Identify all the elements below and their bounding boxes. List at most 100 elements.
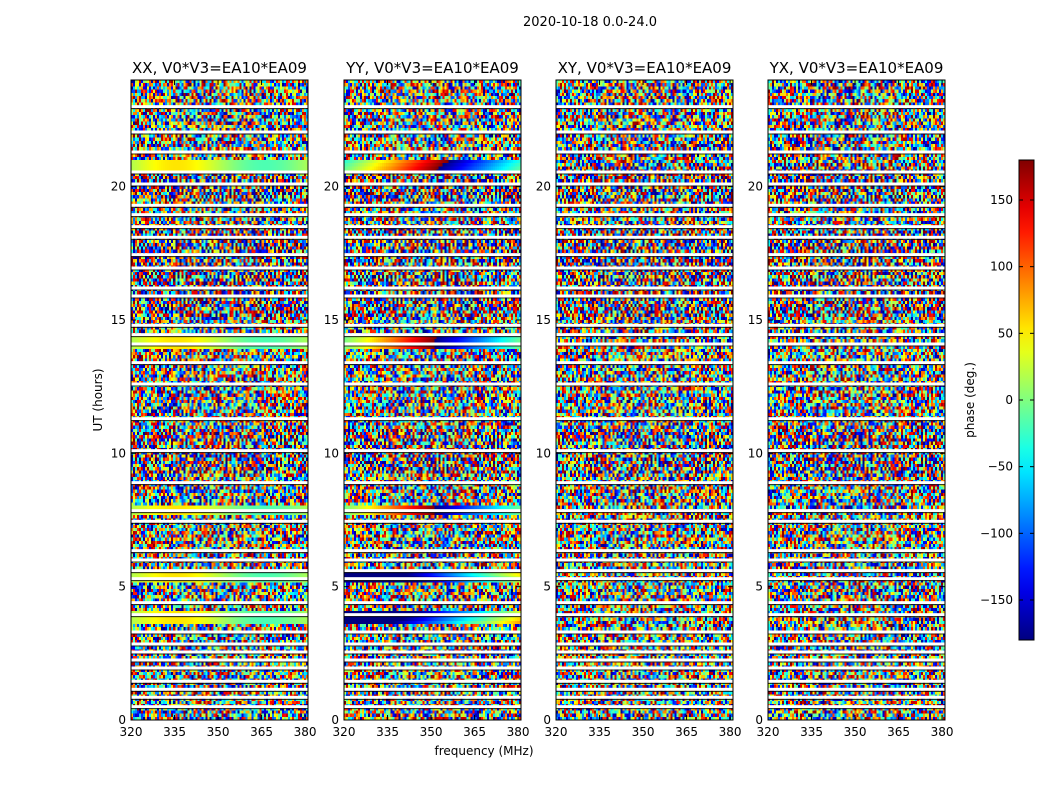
flagged-row (768, 449, 945, 453)
x-tick-label: 380 (931, 725, 954, 739)
colorbar-tick-label: −100 (980, 526, 1013, 540)
x-tick-label: 350 (632, 725, 655, 739)
x-tick-label: 380 (507, 725, 530, 739)
panel-1: XX, V0*V3=EA10*EA09 320 335 350 365 380 0 5 10 15… (111, 59, 317, 739)
flagged-row (344, 333, 521, 337)
x-tick-label: 320 (757, 725, 780, 739)
y-tick-label: 5 (118, 580, 126, 594)
flagged-row (344, 705, 521, 709)
x-axis-label: frequency (MHz) (434, 744, 533, 758)
flagged-row (344, 679, 521, 683)
flagged-row (556, 130, 733, 134)
y-tick-label: 10 (324, 446, 339, 460)
flagged-row (556, 650, 733, 654)
flagged-row (768, 679, 945, 683)
flagged-row (344, 170, 521, 174)
flagged-row (131, 519, 308, 523)
x-tick-label: 335 (588, 725, 611, 739)
flagged-row (768, 642, 945, 646)
y-tick-label: 10 (748, 446, 763, 460)
flagged-row (131, 382, 308, 386)
flagged-row (131, 481, 308, 485)
flagged-row (131, 333, 308, 337)
flagged-row (556, 266, 733, 270)
x-tick-label: 380 (294, 725, 317, 739)
y-tick-label: 0 (543, 713, 551, 727)
x-tick-label: 320 (120, 725, 143, 739)
flagged-row (768, 658, 945, 662)
flagged-row (768, 569, 945, 573)
flagged-row (556, 105, 733, 109)
flagged-row (556, 549, 733, 553)
flagged-row (344, 323, 521, 327)
y-tick-label: 20 (111, 180, 126, 194)
panel-2: YY, V0*V3=EA10*EA09 320 335 350 365 380 0 5 10 15… (324, 59, 530, 739)
y-tick-label: 15 (536, 313, 551, 327)
flagged-row (131, 235, 308, 239)
phase-heatmap (768, 80, 945, 720)
x-tick-label: 365 (250, 725, 273, 739)
flagged-row (131, 294, 308, 298)
flagged-row (556, 225, 733, 229)
flagged-row (344, 342, 521, 346)
flagged-row (131, 695, 308, 699)
flagged-row (768, 182, 945, 186)
y-tick-label: 10 (536, 446, 551, 460)
flagged-row (344, 519, 521, 523)
panel-title: YY, V0*V3=EA10*EA09 (345, 59, 519, 77)
phase-heatmap (556, 80, 733, 720)
y-tick-label: 20 (324, 180, 339, 194)
flagged-row (344, 666, 521, 670)
flagged-row (768, 130, 945, 134)
colorbar-tick-label: 100 (990, 260, 1013, 274)
y-tick-label: 15 (111, 313, 126, 327)
flagged-row (556, 679, 733, 683)
x-tick-label: 365 (675, 725, 698, 739)
x-tick-label: 350 (420, 725, 443, 739)
flagged-row (556, 658, 733, 662)
flagged-row (768, 695, 945, 699)
flagged-row (768, 253, 945, 257)
y-axis-label: UT (hours) (91, 368, 105, 431)
flagged-row (131, 569, 308, 573)
flagged-row (344, 642, 521, 646)
colorbar-tick-label: 0 (1005, 393, 1013, 407)
flagged-row (131, 225, 308, 229)
y-tick-label: 15 (324, 313, 339, 327)
flagged-row (131, 150, 308, 154)
flagged-row (556, 687, 733, 691)
flagged-row (556, 630, 733, 634)
flagged-row (768, 323, 945, 327)
flagged-row (556, 253, 733, 257)
flagged-row (556, 342, 733, 346)
phase-heatmap (131, 80, 308, 720)
flagged-row (556, 509, 733, 513)
flagged-row (344, 361, 521, 365)
flagged-row (556, 642, 733, 646)
flagged-row (131, 253, 308, 257)
flagged-row (768, 666, 945, 670)
flagged-row (556, 382, 733, 386)
flagged-row (131, 549, 308, 553)
flagged-row (768, 577, 945, 581)
flagged-row (768, 417, 945, 421)
flagged-row (768, 558, 945, 562)
flagged-row (556, 613, 733, 617)
panel-title: XY, V0*V3=EA10*EA09 (558, 59, 732, 77)
flagged-row (344, 658, 521, 662)
flagged-row (768, 105, 945, 109)
flagged-row (131, 213, 308, 217)
flagged-row (556, 481, 733, 485)
panel-frame (130, 79, 309, 721)
flagged-row (131, 601, 308, 605)
flagged-row (131, 687, 308, 691)
x-tick-label: 350 (844, 725, 867, 739)
flagged-row (556, 569, 733, 573)
y-tick-label: 5 (331, 580, 339, 594)
flagged-row (344, 266, 521, 270)
colorbar-label: phase (deg.) (963, 362, 977, 438)
flagged-row (768, 601, 945, 605)
colorbar-tick-label: 150 (990, 193, 1013, 207)
flagged-row (344, 203, 521, 207)
